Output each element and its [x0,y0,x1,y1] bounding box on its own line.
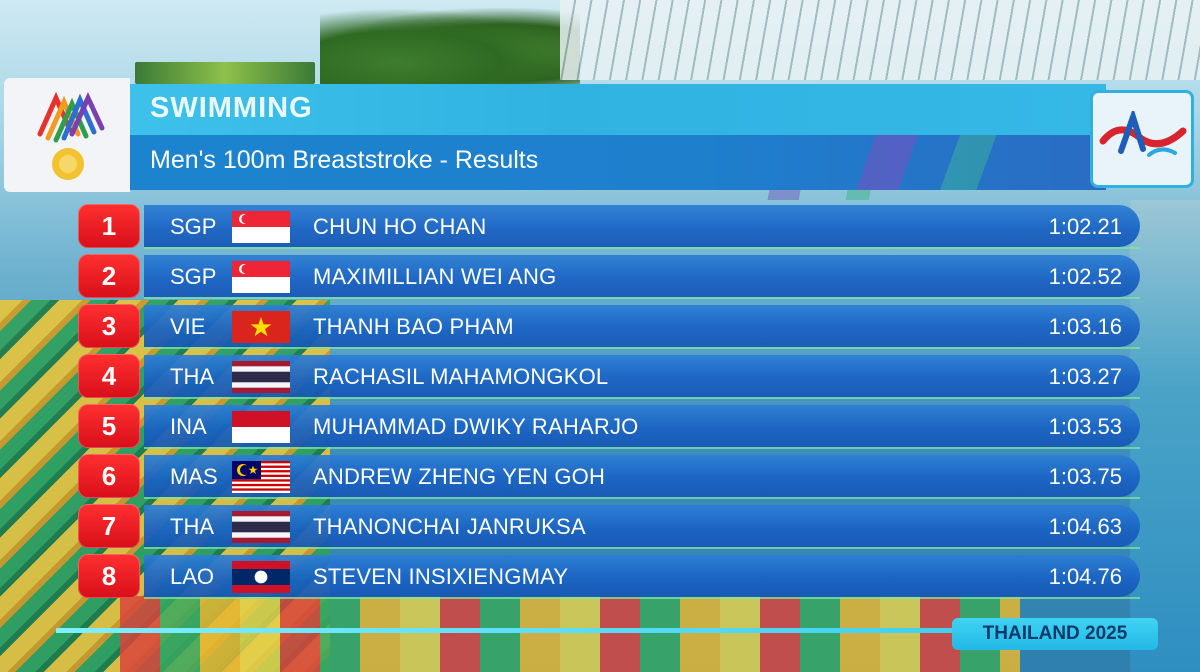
athlete-name: THANONCHAI JANRUKSA [313,514,586,539]
swimmer-emblem-icon [1099,111,1187,157]
rank-badge: 6 [78,454,140,498]
result-row: 6 MAS ANDREW ZHENG YEN GOH 1:03.75 [74,453,1144,499]
games-label: THAILAND 2025 [952,618,1158,650]
result-bar [144,305,1140,349]
malaysia-flag-icon [232,461,290,493]
thailand-flag-icon [232,361,290,393]
finish-time: 1:04.76 [1048,564,1122,589]
country-code: SGP [170,214,217,239]
result-bar [144,455,1140,499]
country-code: INA [170,414,207,439]
result-row: 4 THA RACHASIL MAHAMONGKOL 1:03.27 [74,353,1144,399]
rank-badge: 3 [78,304,140,348]
games-logo [4,78,130,192]
laos-flag-icon [232,561,290,593]
finish-time: 1:03.75 [1048,464,1122,489]
country-code: THA [170,514,214,539]
athlete-name: THANH BAO PHAM [313,314,514,339]
result-bar [144,405,1140,449]
athlete-name: MAXIMILLIAN WEI ANG [313,264,557,289]
indonesia-flag-icon [232,411,290,443]
country-code: THA [170,364,214,389]
finish-time: 1:02.21 [1048,214,1122,239]
result-bar [144,255,1140,299]
rank-badge: 7 [78,504,140,548]
finish-time: 1:03.16 [1048,314,1122,339]
event-title: Men's 100m Breaststroke - Results [150,146,539,174]
rank-badge: 4 [78,354,140,398]
result-bar [144,205,1140,249]
results-table: 1 SGP CHUN HO CHAN 1:02.21 2 SGP MAXIMIL… [74,203,1144,603]
singapore-flag-icon [232,211,290,243]
rank-badge: 5 [78,404,140,448]
result-row: 3 VIE THANH BAO PHAM 1:03.16 [74,303,1144,349]
athlete-name: CHUN HO CHAN [313,214,487,239]
games-emblem-icon [37,91,105,180]
athlete-name: STEVEN INSIXIENGMAY [313,564,569,589]
bottom-accent-line [56,628,956,633]
finish-time: 1:04.63 [1048,514,1122,539]
result-row: 5 INA MUHAMMAD DWIKY RAHARJO 1:03.53 [74,403,1144,449]
sport-title: SWIMMING [150,92,313,124]
vietnam-flag-icon [232,311,290,343]
pool-area [1130,200,1200,672]
result-bar [144,355,1140,399]
result-bar [144,555,1140,599]
rank-badge: 2 [78,254,140,298]
country-code: MAS [170,464,218,489]
country-code: SGP [170,264,217,289]
finish-time: 1:03.27 [1048,364,1122,389]
athlete-name: ANDREW ZHENG YEN GOH [313,464,606,489]
result-bar [144,505,1140,549]
result-row: 7 THA THANONCHAI JANRUKSA 1:04.63 [74,503,1144,549]
athlete-name: MUHAMMAD DWIKY RAHARJO [313,414,639,439]
result-row: 1 SGP CHUN HO CHAN 1:02.21 [74,203,1144,249]
stadium-roof [560,0,1200,80]
colored-seats [120,596,1020,672]
aquatics-logo [1090,90,1194,188]
country-code: LAO [170,564,215,589]
athlete-name: RACHASIL MAHAMONGKOL [313,364,609,389]
rank-badge: 1 [78,204,140,248]
singapore-flag-icon [232,261,290,293]
country-code: VIE [170,314,206,339]
results-header: SWIMMING Men's 100m Breaststroke - Resul… [112,84,1106,190]
background-trees [320,8,580,98]
rank-badge: 8 [78,554,140,598]
header-lower-band [112,135,1106,190]
thailand-flag-icon [232,511,290,543]
finish-time: 1:03.53 [1048,414,1122,439]
finish-time: 1:02.52 [1048,264,1122,289]
result-row: 2 SGP MAXIMILLIAN WEI ANG 1:02.52 [74,253,1144,299]
background-billboard [135,62,315,84]
result-row: 8 LAO STEVEN INSIXIENGMAY 1:04.76 [74,553,1144,599]
